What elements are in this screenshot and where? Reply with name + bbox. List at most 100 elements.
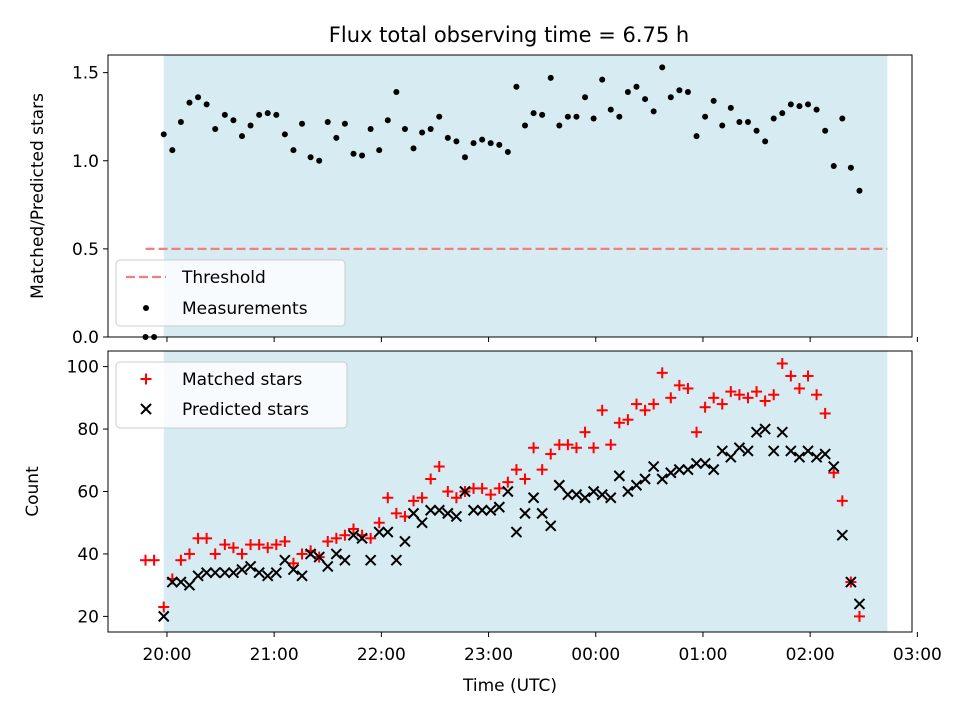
cross-marker-stroke bbox=[647, 460, 660, 473]
cross-marker-stroke bbox=[622, 485, 634, 498]
x-tick-label: 21:00 bbox=[250, 645, 299, 665]
matched-star-point bbox=[656, 367, 668, 379]
measurement-point bbox=[504, 148, 511, 155]
measurement-point bbox=[212, 126, 219, 133]
bottom-marks bbox=[140, 357, 866, 623]
cross-marker-stroke bbox=[613, 470, 626, 482]
predicted-star-point bbox=[707, 463, 720, 476]
predicted-star-point bbox=[596, 488, 608, 501]
cross-marker-stroke bbox=[382, 526, 394, 538]
measurement-point bbox=[736, 118, 743, 125]
matched-star-point bbox=[408, 495, 420, 507]
measurement-point bbox=[281, 131, 288, 138]
cross-marker-stroke bbox=[399, 535, 411, 548]
y-tick-label: 40 bbox=[77, 545, 99, 565]
x-tick-label: 00:00 bbox=[571, 645, 620, 665]
predicted-star-point bbox=[424, 504, 437, 516]
measurement-point bbox=[479, 136, 486, 143]
predicted-star-point bbox=[364, 554, 377, 566]
matched-star-point bbox=[330, 532, 342, 544]
top-y-axis-label: Matched/Predicted stars bbox=[28, 93, 48, 299]
cross-marker-stroke bbox=[707, 463, 720, 476]
matched-star-point bbox=[390, 507, 402, 519]
measurement-point bbox=[822, 127, 829, 134]
predicted-star-point bbox=[236, 563, 248, 576]
matched-star-point bbox=[347, 523, 359, 535]
cross-marker-stroke bbox=[853, 598, 866, 610]
cross-marker-stroke bbox=[279, 554, 291, 566]
cross-marker-stroke bbox=[322, 560, 334, 573]
cross-marker-stroke bbox=[219, 566, 231, 579]
y-tick-label: 100 bbox=[67, 358, 99, 378]
cross-marker-stroke bbox=[287, 563, 300, 576]
matched-star-point bbox=[545, 448, 557, 460]
measurement-point bbox=[239, 133, 245, 140]
measurement-point bbox=[582, 94, 589, 101]
cross-marker-stroke bbox=[459, 485, 471, 498]
predicted-star-point bbox=[399, 535, 411, 548]
matched-star-point bbox=[322, 535, 334, 547]
matched-star-point bbox=[399, 510, 411, 522]
predicted-star-point bbox=[296, 570, 308, 582]
cross-marker-stroke bbox=[192, 570, 204, 582]
cross-marker-stroke bbox=[733, 442, 746, 454]
measurement-point bbox=[203, 101, 210, 108]
measurement-point bbox=[556, 122, 563, 129]
predicted-star-point bbox=[244, 560, 257, 573]
cross-marker-stroke bbox=[776, 426, 788, 438]
predicted-star-point bbox=[793, 451, 806, 463]
matched-star-point bbox=[836, 495, 848, 507]
predicted-star-point bbox=[802, 445, 814, 457]
x-tick-label: 01:00 bbox=[678, 645, 727, 665]
cross-marker-stroke bbox=[330, 548, 343, 560]
matched-star-point bbox=[562, 439, 574, 451]
cross-marker-stroke bbox=[166, 576, 179, 588]
x-tick-label: 03:00 bbox=[893, 645, 942, 665]
x-tick-label: 22:00 bbox=[357, 645, 406, 665]
top-y-ticks: 0.0 0.5 1.0 1.5 bbox=[72, 64, 108, 348]
predicted-star-point bbox=[836, 529, 849, 541]
measurement-point bbox=[616, 113, 623, 120]
measurement-point bbox=[667, 94, 674, 101]
legend-predicted-label: Predicted stars bbox=[182, 400, 309, 420]
top-legend: Threshold Measurements bbox=[115, 259, 346, 327]
predicted-star-point bbox=[390, 554, 403, 566]
cross-marker-stroke bbox=[673, 463, 686, 476]
matched-star-point bbox=[776, 357, 788, 369]
matched-star-point bbox=[236, 548, 248, 560]
measurement-point bbox=[607, 106, 614, 113]
legend-box bbox=[115, 361, 348, 429]
predicted-star-point bbox=[356, 532, 368, 545]
matched-star-point bbox=[510, 464, 522, 476]
predicted-star-point bbox=[287, 563, 300, 576]
measurement-point bbox=[324, 118, 331, 125]
measurement-point bbox=[633, 83, 640, 90]
predicted-star-point bbox=[407, 507, 420, 520]
measurement-point bbox=[230, 117, 237, 124]
predicted-star-point bbox=[200, 566, 213, 579]
predicted-star-point bbox=[810, 451, 823, 463]
predicted-star-point bbox=[690, 457, 703, 470]
cross-marker-stroke bbox=[785, 445, 797, 457]
predicted-star-point bbox=[733, 442, 746, 454]
cross-marker-stroke bbox=[570, 488, 583, 501]
predicted-star-point bbox=[819, 448, 831, 460]
measurement-point bbox=[247, 122, 254, 129]
predicted-star-point bbox=[656, 473, 668, 485]
predicted-star-point bbox=[665, 467, 677, 479]
cross-marker-stroke bbox=[364, 554, 377, 566]
bottom-y-ticks: 20 40 60 80 100 bbox=[67, 358, 108, 627]
measurement-point bbox=[461, 154, 468, 161]
measurement-point bbox=[496, 141, 503, 148]
predicted-star-point bbox=[502, 485, 514, 498]
cross-marker-stroke bbox=[682, 463, 694, 476]
legend-measurements-label: Measurements bbox=[182, 299, 308, 319]
predicted-star-point bbox=[183, 579, 196, 591]
measurement-point bbox=[744, 118, 751, 125]
cross-marker-stroke bbox=[768, 445, 780, 457]
predicted-star-point bbox=[853, 598, 866, 610]
measurement-point bbox=[273, 111, 280, 118]
matched-star-point bbox=[802, 370, 814, 382]
cross-marker-stroke bbox=[828, 460, 840, 473]
